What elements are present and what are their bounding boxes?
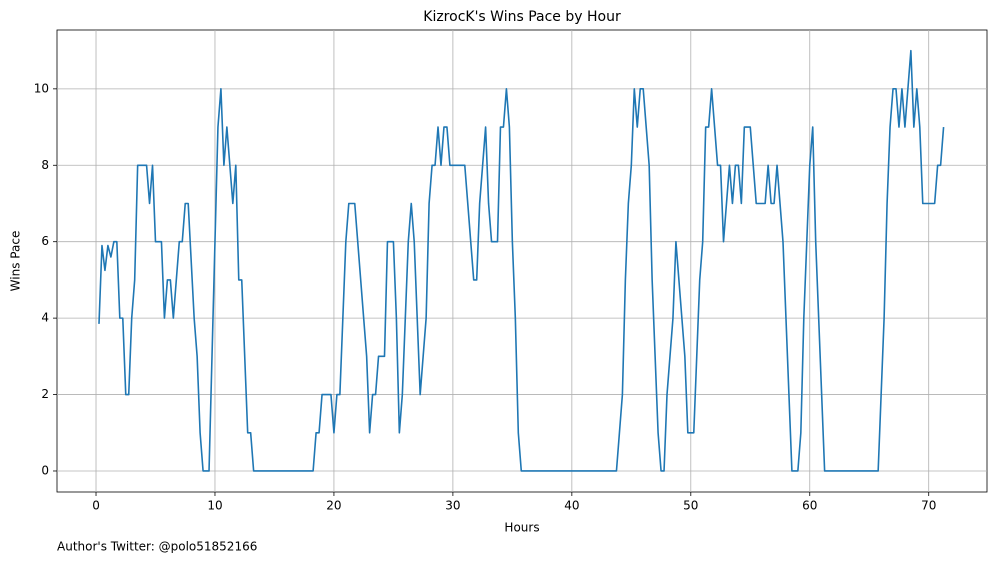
y-tick-label: 2 <box>41 387 49 401</box>
x-tick-label: 10 <box>207 499 222 513</box>
x-tick-label: 30 <box>445 499 460 513</box>
x-tick-label: 0 <box>92 499 100 513</box>
x-tick-label: 70 <box>921 499 936 513</box>
x-tick-label: 20 <box>326 499 341 513</box>
chart-title: KizrocK's Wins Pace by Hour <box>423 9 621 25</box>
y-tick-label: 8 <box>41 158 49 172</box>
x-axis-label: Hours <box>504 521 539 535</box>
plot-frame <box>56 29 988 493</box>
x-tick-label: 50 <box>683 499 698 513</box>
y-tick-label: 0 <box>41 463 49 477</box>
x-tick-label: 40 <box>564 499 579 513</box>
caption: Author's Twitter: @polo51852166 <box>57 540 257 554</box>
y-tick-label: 6 <box>41 234 49 248</box>
y-tick-label: 4 <box>41 311 49 325</box>
x-tick-label: 60 <box>802 499 817 513</box>
y-tick-label: 10 <box>34 81 49 95</box>
line <box>98 49 945 472</box>
y-axis-label: Wins Pace <box>9 231 23 292</box>
